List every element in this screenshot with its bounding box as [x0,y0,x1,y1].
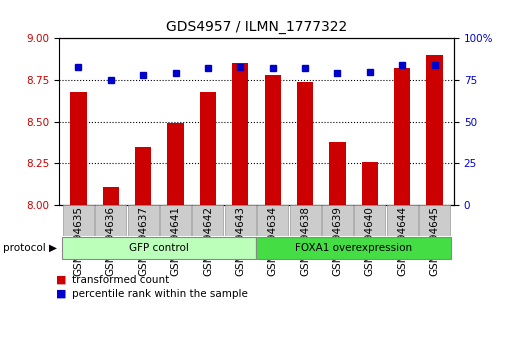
Text: GSM1194641: GSM1194641 [170,206,181,276]
FancyBboxPatch shape [95,205,126,236]
FancyBboxPatch shape [63,205,94,236]
FancyBboxPatch shape [257,205,288,236]
FancyBboxPatch shape [160,205,191,236]
Bar [70,91,87,205]
FancyBboxPatch shape [354,205,385,236]
Text: GSM1194637: GSM1194637 [138,206,148,276]
Text: GSM1194643: GSM1194643 [235,206,245,276]
Text: protocol ▶: protocol ▶ [3,243,56,253]
FancyBboxPatch shape [322,205,353,236]
Text: GSM1194636: GSM1194636 [106,206,116,276]
Text: GSM1194635: GSM1194635 [73,206,84,276]
Text: GSM1194640: GSM1194640 [365,206,375,276]
Text: GSM1194639: GSM1194639 [332,206,343,276]
Bar [394,68,410,205]
Text: GSM1194634: GSM1194634 [268,206,278,276]
FancyBboxPatch shape [192,205,224,236]
Text: ■: ■ [56,274,67,285]
Text: GSM1194645: GSM1194645 [429,206,440,276]
Text: GSM1194642: GSM1194642 [203,206,213,276]
Bar [167,123,184,205]
Title: GDS4957 / ILMN_1777322: GDS4957 / ILMN_1777322 [166,20,347,34]
FancyBboxPatch shape [289,205,321,236]
Bar [232,63,248,205]
Bar [426,55,443,205]
Bar [265,75,281,205]
FancyBboxPatch shape [62,237,256,258]
Bar [329,142,346,205]
FancyBboxPatch shape [387,205,418,236]
Bar [362,162,378,205]
FancyBboxPatch shape [225,205,256,236]
Bar [200,91,216,205]
FancyBboxPatch shape [128,205,159,236]
Text: percentile rank within the sample: percentile rank within the sample [72,289,248,299]
FancyBboxPatch shape [419,205,450,236]
Text: FOXA1 overexpression: FOXA1 overexpression [295,243,412,253]
Text: GFP control: GFP control [129,243,189,253]
Bar [135,147,151,205]
Text: ■: ■ [56,289,67,299]
Bar [297,82,313,205]
Text: GSM1194644: GSM1194644 [397,206,407,276]
FancyBboxPatch shape [256,237,451,258]
Text: transformed count: transformed count [72,274,169,285]
Text: GSM1194638: GSM1194638 [300,206,310,276]
Bar [103,187,119,205]
